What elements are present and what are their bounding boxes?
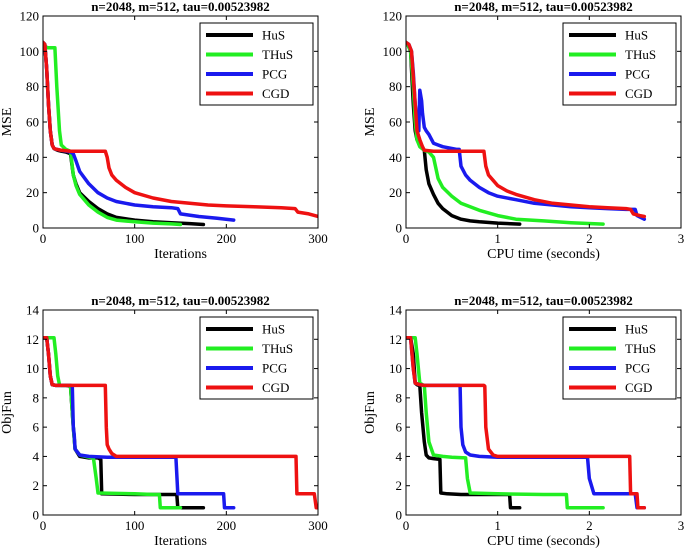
y-tick-label: 12 xyxy=(389,332,402,347)
y-tick-label: 14 xyxy=(389,303,403,318)
series-line-cgd xyxy=(43,40,318,219)
axes-box xyxy=(405,309,682,516)
x-tick-label: 200 xyxy=(217,518,237,533)
x-axis-label: Iterations xyxy=(154,534,207,549)
series-line-thus xyxy=(43,336,183,510)
x-tick-label: 1 xyxy=(494,231,501,246)
y-tick-label: 8 xyxy=(33,390,40,405)
y-tick-label: 60 xyxy=(26,115,39,130)
y-tick-label: 0 xyxy=(396,508,403,523)
y-tick-label: 100 xyxy=(383,44,403,59)
x-axis-label: CPU time (seconds) xyxy=(487,247,600,262)
y-tick-label: 10 xyxy=(389,361,402,376)
subplot-3: n=2048, m=512, tau=0.00523982 0 100 200 300 0… xyxy=(0,293,328,549)
x-tick-label: 0 xyxy=(40,518,47,533)
series-line-hus xyxy=(43,40,206,227)
y-axis-label: MSE xyxy=(363,108,378,137)
legend-label: THuS xyxy=(625,341,656,356)
legend: HuS THuS PCG CGD xyxy=(562,316,677,400)
legend: HuS THuS PCG CGD xyxy=(199,22,314,106)
x-tick-label: 0 xyxy=(403,231,410,246)
legend-label: HuS xyxy=(625,28,648,43)
legend-label: CGD xyxy=(625,380,652,395)
legend: HuS THuS PCG CGD xyxy=(562,22,677,106)
x-tick-label: 200 xyxy=(217,231,237,246)
subplot-2: n=2048, m=512, tau=0.00523982 0 1 2 3 0 20 40 60… xyxy=(363,0,684,262)
axes-box xyxy=(42,309,319,516)
y-tick-label: 0 xyxy=(396,221,403,236)
y-axis-label: ObjFun xyxy=(0,391,15,434)
series-line-cgd xyxy=(406,40,647,219)
chart-title: n=2048, m=512, tau=0.00523982 xyxy=(91,293,270,308)
y-tick-label: 80 xyxy=(26,79,39,94)
y-tick-label: 0 xyxy=(33,508,40,523)
y-tick-label: 0 xyxy=(33,221,40,236)
y-tick-label: 4 xyxy=(396,449,403,464)
y-tick-label: 2 xyxy=(396,478,403,493)
y-axis-label: ObjFun xyxy=(363,391,378,434)
x-tick-label: 0 xyxy=(40,231,47,246)
legend-label: CGD xyxy=(262,380,289,395)
x-tick-label: 3 xyxy=(678,518,685,533)
y-tick-label: 8 xyxy=(396,390,403,405)
legend-label: THuS xyxy=(625,47,656,62)
y-tick-label: 120 xyxy=(20,9,40,24)
subplot-1: n=2048, m=512, tau=0.00523982 0 100 200 300 0… xyxy=(0,0,328,262)
legend-label: PCG xyxy=(262,361,287,376)
y-tick-label: 12 xyxy=(26,332,39,347)
y-tick-label: 80 xyxy=(389,79,402,94)
x-tick-label: 300 xyxy=(308,518,328,533)
x-tick-label: 2 xyxy=(586,518,593,533)
x-axis-label: CPU time (seconds) xyxy=(487,534,600,549)
series-line-thus xyxy=(406,336,605,510)
x-tick-label: 100 xyxy=(125,231,145,246)
legend-label: THuS xyxy=(262,47,293,62)
legend-label: PCG xyxy=(625,361,650,376)
y-tick-label: 120 xyxy=(383,9,403,24)
y-tick-label: 20 xyxy=(389,185,402,200)
x-tick-label: 3 xyxy=(678,231,685,246)
y-tick-label: 10 xyxy=(26,361,39,376)
series-lines xyxy=(406,336,647,510)
y-tick-label: 40 xyxy=(26,150,39,165)
legend-label: PCG xyxy=(625,67,650,82)
y-tick-label: 14 xyxy=(26,303,40,318)
y-tick-label: 6 xyxy=(396,420,403,435)
x-tick-label: 100 xyxy=(125,518,145,533)
y-tick-label: 60 xyxy=(389,115,402,130)
legend-label: HuS xyxy=(625,322,648,337)
y-tick-label: 40 xyxy=(389,150,402,165)
series-line-cgd xyxy=(406,336,647,510)
y-tick-label: 4 xyxy=(33,449,40,464)
chart-title: n=2048, m=512, tau=0.00523982 xyxy=(91,0,270,14)
legend-label: HuS xyxy=(262,322,285,337)
series-line-hus xyxy=(43,336,206,510)
legend-label: HuS xyxy=(262,28,285,43)
legend-label: PCG xyxy=(262,67,287,82)
x-tick-label: 1 xyxy=(494,518,501,533)
y-axis-label: MSE xyxy=(0,108,15,137)
y-tick-label: 6 xyxy=(33,420,40,435)
series-lines xyxy=(406,40,647,226)
legend-label: CGD xyxy=(625,86,652,101)
x-tick-label: 2 xyxy=(586,231,593,246)
y-tick-label: 100 xyxy=(20,44,40,59)
legend-label: CGD xyxy=(262,86,289,101)
y-tick-label: 20 xyxy=(26,185,39,200)
legend-label: THuS xyxy=(262,341,293,356)
series-line-hus xyxy=(406,336,522,510)
x-axis-label: Iterations xyxy=(154,247,207,262)
series-lines xyxy=(43,336,318,510)
series-line-cgd xyxy=(43,336,318,510)
series-lines xyxy=(43,40,318,227)
legend: HuS THuS PCG CGD xyxy=(199,316,314,400)
x-tick-label: 0 xyxy=(403,518,410,533)
chart-title: n=2048, m=512, tau=0.00523982 xyxy=(454,0,633,14)
y-tick-label: 2 xyxy=(33,478,40,493)
series-line-thus xyxy=(43,44,183,227)
chart-title: n=2048, m=512, tau=0.00523982 xyxy=(454,293,633,308)
x-tick-label: 300 xyxy=(308,231,328,246)
